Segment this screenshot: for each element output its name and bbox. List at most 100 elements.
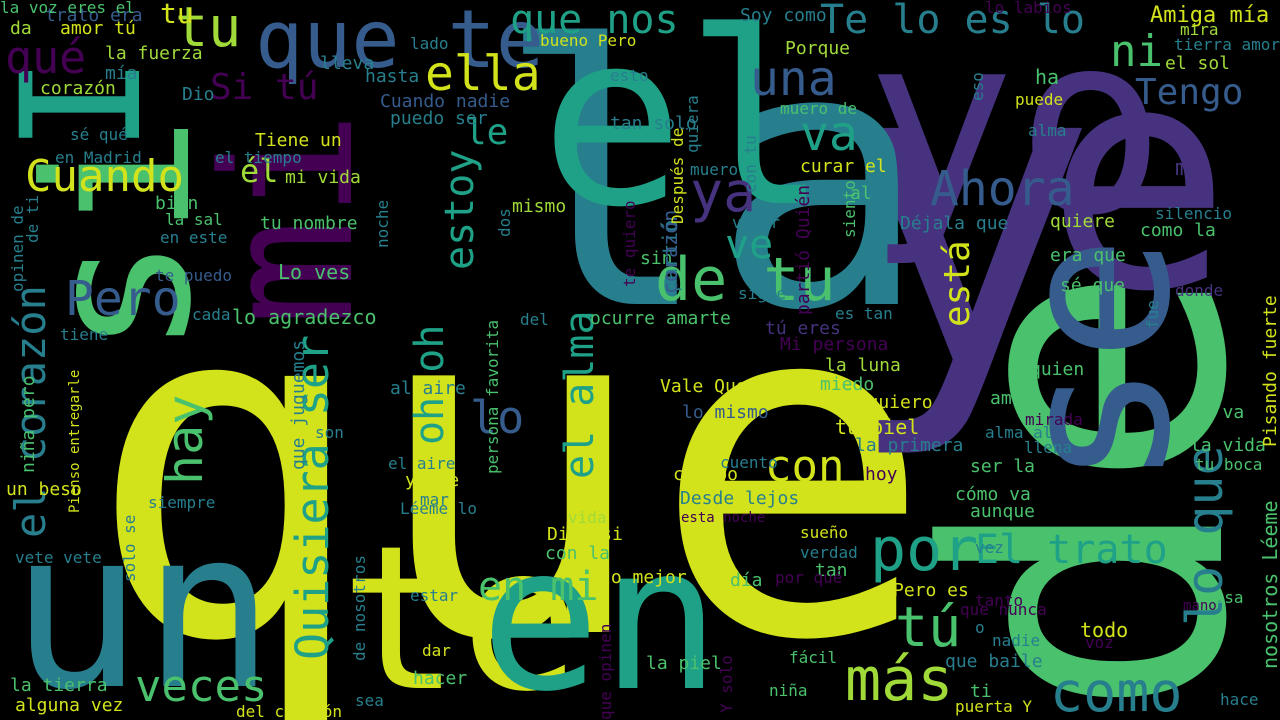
cloud-word: la vida: [1190, 435, 1266, 456]
cloud-word: sueño: [800, 523, 849, 542]
cloud-word: muero de: [780, 99, 858, 118]
cloud-word: te quiero: [620, 200, 639, 287]
cloud-word: alma: [1028, 121, 1067, 140]
cloud-word: hoy: [865, 464, 898, 485]
cloud-word: tu piel: [835, 415, 920, 439]
cloud-word: la fuerza: [105, 43, 203, 64]
cloud-word: alguna vez: [15, 695, 124, 716]
cloud-word: amor: [990, 388, 1034, 409]
cloud-word: quiere: [1050, 211, 1116, 232]
cloud-word: tú eres: [765, 318, 841, 339]
cloud-word: tu: [160, 0, 194, 30]
cloud-word: como: [1050, 660, 1183, 720]
cloud-word: la: [495, 0, 929, 389]
cloud-word: Pero: [65, 271, 181, 327]
cloud-word: Tengo: [1135, 72, 1244, 113]
cloud-word: tan: [815, 560, 848, 581]
cloud-word: quien: [1030, 359, 1085, 380]
cloud-word: que opinen: [596, 623, 615, 720]
cloud-word: la voz eres el: [0, 0, 135, 17]
cloud-word: tu boca: [1195, 455, 1263, 474]
cloud-word: dar: [422, 641, 451, 660]
cloud-word: veces: [135, 661, 268, 712]
cloud-word: aunque: [970, 501, 1036, 522]
cloud-word: Yo quiero: [835, 392, 933, 413]
cloud-word: persona favorita: [483, 319, 502, 474]
cloud-word: nosotros Léeme: [1258, 500, 1280, 669]
cloud-word: que juguemos: [288, 339, 309, 470]
cloud-word: el sol: [1165, 53, 1231, 74]
cloud-word: con tu: [741, 135, 760, 193]
cloud-word: partió Quién: [793, 184, 814, 315]
cloud-word: lo mejor: [600, 567, 687, 588]
cloud-word: te: [340, 503, 581, 720]
cloud-word: llena: [1024, 438, 1073, 457]
cloud-word: por qué: [775, 568, 843, 587]
cloud-word: Cuando: [25, 151, 184, 202]
cloud-word: mirada: [1025, 410, 1083, 429]
cloud-word: muero: [690, 160, 739, 179]
cloud-word: cosa: [1205, 588, 1244, 607]
cloud-word: Ahora: [930, 161, 1075, 217]
cloud-word: trato era: [45, 5, 143, 26]
cloud-word: tan solo: [610, 113, 697, 134]
cloud-word: corazón: [40, 78, 116, 99]
cloud-word: vez: [975, 538, 1004, 557]
cloud-word: da: [10, 18, 32, 39]
cloud-word: cómo va: [955, 484, 1031, 505]
cloud-word: lleva: [320, 53, 375, 74]
cloud-word: niña: [769, 681, 808, 700]
cloud-word: Dio: [182, 84, 215, 105]
cloud-word: silencio: [1155, 204, 1233, 223]
cloud-word: yo: [865, 0, 1167, 270]
cloud-word: que nunca: [960, 600, 1047, 619]
cloud-word: que te: [255, 0, 544, 86]
cloud-word: hasta: [365, 66, 420, 87]
cloud-word: alma al: [985, 423, 1053, 442]
cloud-word: quiera: [683, 95, 702, 153]
cloud-word: mira: [1180, 20, 1219, 39]
cloud-word: cada: [192, 305, 231, 324]
cloud-word: ve: [725, 222, 774, 268]
cloud-word: estar: [410, 586, 459, 605]
cloud-word: Soy como: [740, 5, 827, 26]
cloud-word: el: [540, 0, 829, 260]
cloud-word: opinen de: [8, 205, 27, 292]
cloud-word: niña pero: [18, 375, 39, 473]
cloud-word: tu: [175, 0, 242, 59]
cloud-word: estoy: [437, 149, 483, 270]
cloud-word: la tierra: [10, 675, 108, 696]
cloud-word: Y solo: [717, 655, 736, 713]
cloud-word: y: [840, 0, 1099, 465]
cloud-word: con: [765, 441, 845, 492]
cloud-word: miedo: [820, 374, 875, 395]
cloud-word: Si tú: [210, 67, 319, 108]
cloud-word: mar: [420, 490, 449, 509]
cloud-word: sea: [355, 691, 384, 710]
cloud-word: al aire: [390, 378, 466, 399]
cloud-word: Mi persona: [780, 334, 889, 355]
cloud-word: ya: [690, 160, 757, 224]
cloud-word: de nosotros: [350, 555, 369, 661]
cloud-word: como la: [1140, 220, 1216, 241]
cloud-word: hace: [1220, 690, 1259, 709]
cloud-word: Después de: [668, 127, 687, 224]
cloud-word: fácil: [789, 648, 838, 667]
cloud-word: nadie: [992, 631, 1041, 650]
cloud-word: siento: [840, 180, 859, 238]
cloud-word: en: [480, 503, 721, 720]
cloud-word: al: [850, 183, 872, 204]
cloud-word: puede: [1015, 90, 1064, 109]
cloud-word: o: [975, 618, 985, 637]
cloud-word: en Madrid: [55, 148, 142, 167]
cloud-word: por: [870, 515, 979, 585]
cloud-word: ocurre amarte: [590, 308, 731, 329]
cloud-word: lado: [410, 34, 449, 53]
cloud-word: un: [10, 482, 275, 720]
cloud-word: mismo: [512, 196, 567, 217]
cloud-word: te puedo: [155, 266, 233, 285]
cloud-word: mí: [1175, 156, 1202, 181]
cloud-word: que baile: [945, 651, 1043, 672]
cloud-word: Lo ves: [278, 260, 351, 284]
